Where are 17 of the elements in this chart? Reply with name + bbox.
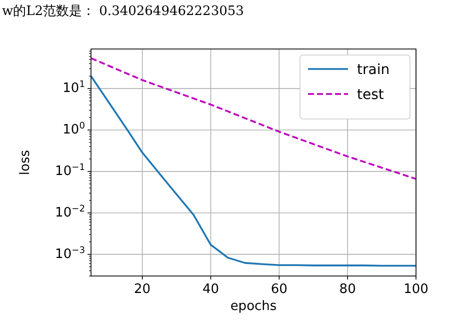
line-series — [90, 75, 417, 267]
x-tick-label: 20 — [134, 282, 151, 297]
x-tick-label: 40 — [202, 282, 220, 297]
y-tick-label: 10$^{1}$ — [62, 80, 85, 96]
x-tick-label: 80 — [339, 282, 356, 297]
x-axis-title: epochs — [230, 299, 277, 314]
y-axis-title: loss — [18, 150, 33, 176]
legend-label: test — [357, 87, 384, 103]
x-tick-label: 100 — [404, 282, 428, 297]
text: w的L2范数是： 0.3402649462223053 — [2, 4, 244, 19]
line-series — [90, 57, 417, 180]
y-tick-label: 10$^{−2}$ — [55, 204, 85, 220]
x-tick-label: 60 — [270, 282, 288, 297]
y-tick-label: 10$^{−3}$ — [55, 246, 86, 262]
y-tick-label: 10$^{−1}$ — [55, 162, 85, 179]
legend-label: train — [357, 62, 390, 78]
y-tick-label: 10$^{0}$ — [62, 121, 86, 138]
